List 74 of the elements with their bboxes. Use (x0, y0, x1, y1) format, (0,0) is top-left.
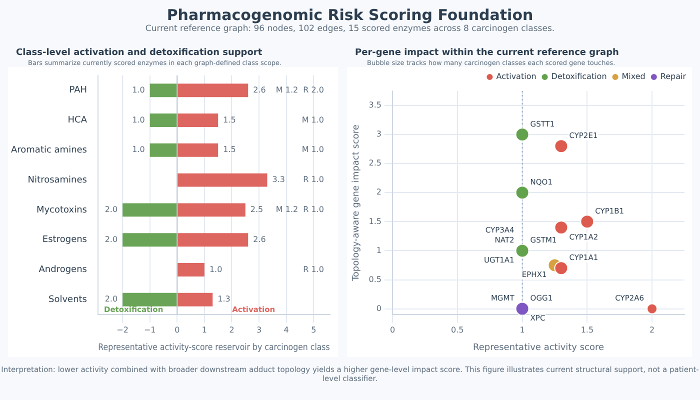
x-tick-label: −2 (116, 325, 128, 334)
x-tick-label: 1.5 (580, 325, 594, 334)
data-label: 2.0 (104, 205, 118, 214)
text: Pharmacogenomic Risk Scoring Foundation (166, 6, 534, 24)
data-label: 2.5 (250, 205, 264, 214)
data-label: 1.0 (132, 115, 145, 124)
data-label: 2.0 (104, 234, 118, 244)
x-tick-label: 3 (256, 325, 262, 334)
data-label: 2.0 (104, 294, 118, 304)
data-label: 1.0 (209, 264, 222, 274)
x-axis-title: Representative activity score (472, 342, 605, 353)
data-label: 1.0 (132, 85, 145, 94)
y-tick-label: Solvents (48, 294, 88, 305)
x-tick-label: 5 (311, 325, 316, 334)
bar (178, 114, 218, 127)
annotation: M 1.2 R 2.0 (276, 85, 324, 94)
bar (178, 263, 204, 276)
y-tick-label: Androgens (38, 265, 88, 276)
y-tick-label: 1 (376, 246, 382, 255)
data-label: 1.5 (223, 145, 236, 154)
data-label: 2.6 (253, 85, 266, 94)
data-label: 1.5 (223, 115, 236, 124)
chart-title: Per-gene impact within the current reference graph (354, 48, 620, 58)
y-tick-label: Mycotoxins (36, 205, 88, 216)
y-tick-label: 1.5 (368, 216, 382, 226)
y-tick-label: 2.5 (368, 158, 382, 168)
x-tick-label: 0 (390, 325, 396, 334)
x-axis-title: Representative activity-score reservoir by carcinogen class (98, 341, 330, 352)
y-tick-label: Nitrosamines (28, 175, 88, 186)
bar (122, 233, 177, 247)
y-tick-label: 0.5 (368, 274, 382, 284)
x-tick-label: 2 (650, 325, 655, 334)
bar (178, 292, 213, 306)
annotation: M 1.0 (302, 145, 324, 154)
x-tick-label: 1 (520, 325, 525, 334)
y-tick-label: Estrogens (42, 235, 88, 246)
data-label: 3.3 (272, 175, 285, 184)
y-tick-label: PAH (69, 86, 87, 96)
chart-title: Class-level activation and detoxification support (15, 48, 264, 58)
y-tick-label: 3 (376, 130, 382, 139)
text: Current reference graph: 96 nodes, 102 edges, 15 scored enzymes across 8 carcinogen classes. (144, 24, 556, 34)
y-tick-label: 0 (376, 304, 382, 313)
legend-label: Repair (660, 72, 687, 82)
x-tick-label: 2 (229, 325, 234, 334)
bar (150, 84, 177, 98)
legend-label: Mixed (622, 72, 646, 82)
bar (178, 203, 246, 217)
bar (178, 84, 248, 98)
bar (122, 292, 177, 306)
bar (178, 233, 248, 247)
data-label: 1.0 (132, 145, 145, 154)
bar (178, 143, 218, 157)
x-tick-label: 0 (174, 325, 180, 334)
bar (150, 143, 177, 157)
data-label: 1.3 (218, 294, 230, 304)
y-tick-label: 3.5 (368, 100, 382, 110)
bar (122, 203, 177, 217)
bar (150, 114, 177, 127)
data-label: 2.6 (253, 234, 266, 244)
x-tick-label: −1 (144, 325, 156, 334)
annotation: R 1.0 (303, 264, 324, 274)
x-tick-label: 0.5 (451, 325, 464, 334)
y-tick-label: Aromatic amines (11, 145, 88, 156)
legend-label: Detoxification (551, 72, 607, 82)
annotation: M 1.0 (302, 115, 324, 124)
y-axis-title: Topology-aware gene impact score (352, 124, 362, 282)
y-tick-label: 2 (376, 188, 382, 197)
legend-label: Activation (496, 72, 536, 82)
annotation: M 1.2 R 1.0 (276, 205, 324, 214)
annotation: R 1.0 (303, 175, 324, 184)
bar (178, 173, 268, 187)
x-tick-label: 4 (284, 325, 289, 334)
y-tick-label: HCA (68, 116, 88, 126)
x-tick-label: 1 (202, 325, 207, 334)
